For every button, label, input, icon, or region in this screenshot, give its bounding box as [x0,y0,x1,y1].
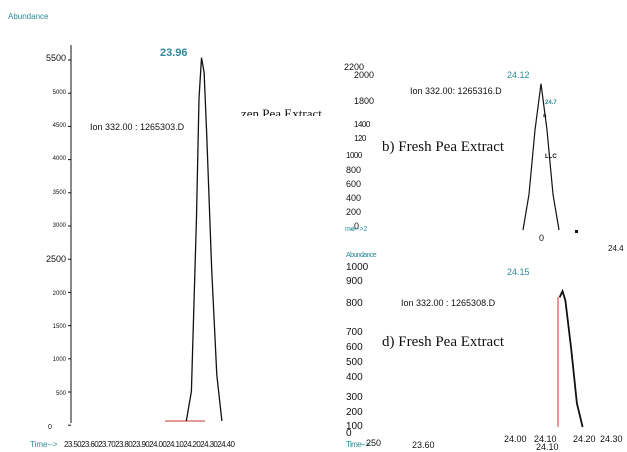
panel-a-y-label-1500: 1500 [52,324,66,330]
panel-a-x-tick: 23.60 [81,440,99,449]
panel-b-y-label-1000: 1000 [346,151,362,160]
panel-a-x-tick: 23.50 [64,440,82,449]
panel-b-y-label-600: 600 [346,179,362,189]
panel-a-x-tick: 23.70 [98,440,116,449]
panel-b-clip-label: m̶e̶-->2 [345,226,368,233]
panel-b-y-label-120: 120 [354,134,366,143]
panel-a-y-label-4000: 4000 [52,156,66,162]
panel-d-y-label-400: 400 [346,372,363,383]
panel-a-x-ticks: 23.5023.6023.7023.8023.9024.0024.1024.20… [64,440,320,449]
panel-b-y-label-2200: 2200 [344,62,365,72]
panel-a-y-label-3500: 3500 [52,190,66,196]
panel-d-y-label-1000: 1000 [346,262,369,273]
panel-d-y-label-600: 600 [346,342,363,353]
panel-a-y-label-1000: 1000 [52,357,66,363]
panel-a-overlap-title: zen Pea Extract [241,106,322,116]
panel-a-x-tick: 24.30 [200,440,218,449]
abundance-label: Abundance [8,12,49,21]
panel-a-trace [185,57,223,422]
panel-a-x-prefix: Time--> [30,440,58,449]
panel-d-y-label-300: 300 [346,392,363,403]
panel-d-peak-label: 24.15 [507,267,530,277]
panel-d-x-tick-2400: 24.00 [504,434,527,444]
panel-b-y-label-200: 200 [346,207,362,217]
panel-d-trace [558,288,584,428]
panel-a-y-label-500: 500 [55,391,66,397]
panel-d-title: d) Fresh Pea Extract [382,334,505,350]
panel-b-peak-label: 24.12 [507,70,530,80]
panel-b-y-label-1800: 1800 [354,96,375,106]
panel-b-y-label-1400: 1400 [354,120,370,129]
panel-b-y-label-800: 800 [346,165,362,175]
panel-a-x-tick: 24.10 [166,440,184,449]
panel-d-y-label-200: 200 [346,407,363,418]
panel-a-y-label-3000: 3000 [52,223,66,229]
panel-d-x-tick-2410: 24.10 [534,434,557,444]
panel-a-y-label-2000: 2000 [52,291,66,297]
panel-b-marker-label: 24.7 [545,100,557,106]
panel-b-marker-a: a [543,113,547,119]
panel-d-abundance-label: Abundance [346,252,377,259]
panel-b-x-end: 24.4 [608,244,624,253]
panel-a-x-tick: 24.00 [149,440,167,449]
panel-d-x-tick-2420: 24.20 [573,434,596,444]
panel-a-y-label-5000: 5000 [52,90,66,96]
panel-d-y-label-800: 800 [346,298,363,309]
panel-b-y-label-400: 400 [346,193,362,203]
panel-b-y-label-2000: 2000 [354,70,375,80]
panel-a-x-tick: 23.80 [115,440,133,449]
panel-a-x-tick: 24.40 [217,440,235,449]
panel-a-y-label-4500: 4500 [52,123,66,129]
panel-b-title: b) Fresh Pea Extract [382,139,505,155]
panel-a-x-tick: 23.90 [132,440,150,449]
panel-b-ion-label: Ion 332.00: 1265316.D [410,86,502,96]
panel-d-x-tick-overlap: 24.10 [536,442,559,452]
panel-d-y-label-900: 900 [346,276,363,287]
panel-b-y-label-0: 0 [354,221,360,231]
panel-b-marker-ll: LLC [545,154,557,160]
panel-a-y-label-2500: 2500 [45,254,66,264]
panel-d-x-tick-2430: 24.30 [600,434,623,444]
panel-d-x-prefix: Time--> [346,440,370,449]
panel-b-zero: 0 [539,233,545,243]
panel-a-zero: 0 [48,424,52,431]
panel-d-y-label-700: 700 [346,327,363,338]
panel-d-y-label-0: 0 [346,428,352,439]
panel-d-y-label-100: 100 [346,421,363,430]
panel-d-ion-label: Ion 332.00 : 1265308.D [401,298,496,308]
panel-d-x-tick-2360: 23.60 [412,440,435,450]
panel-a-peak-label: 23.96 [160,47,188,59]
panel-b-marker [575,230,578,233]
panel-a-ion-label: Ion 332.00 : 1265303.D [90,122,185,132]
panel-b-trace [522,83,560,231]
panel-d-x-label-left: 250 [366,438,382,448]
panel-a-y-label-5500: 5500 [45,53,66,63]
panel-a-x-tick: 24.20 [183,440,201,449]
panel-a-y-ticks [68,59,71,426]
panel-d-y-label-500: 500 [346,357,363,368]
